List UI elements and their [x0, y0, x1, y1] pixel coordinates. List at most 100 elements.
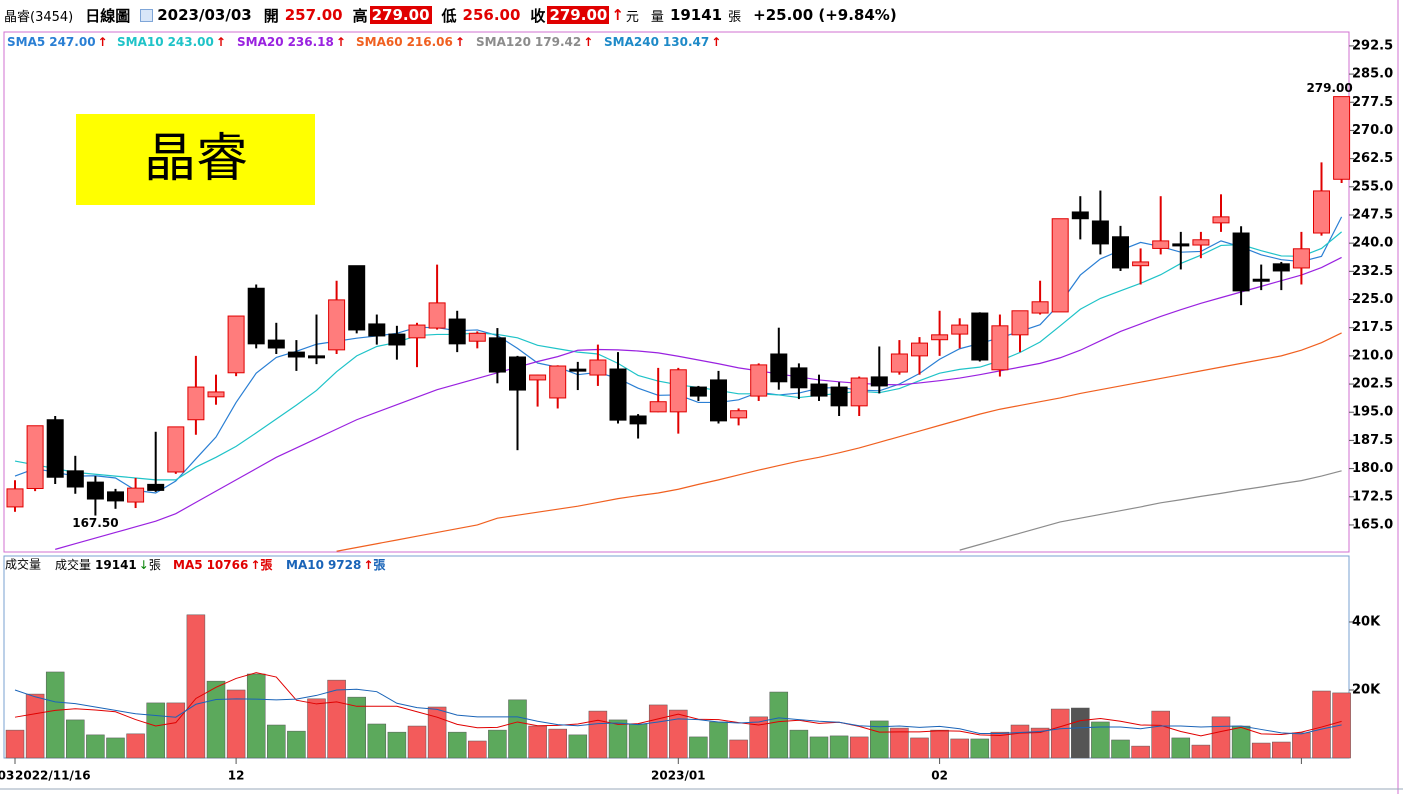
candle-body	[328, 299, 346, 351]
legend-name: SMA10	[117, 35, 164, 49]
annotation: 279.00	[1306, 81, 1352, 95]
candle-body	[1132, 261, 1150, 267]
candle-body	[931, 334, 949, 341]
candle-body	[609, 368, 627, 421]
y-tick-label: 40K	[1352, 614, 1381, 629]
candle-body	[750, 364, 768, 397]
view-icon[interactable]	[140, 8, 154, 22]
candle-body	[147, 483, 165, 491]
legend-entry: SMA120 179.42 ↑	[476, 35, 593, 49]
volume-unit: 張	[728, 9, 742, 25]
volume-bar	[1272, 741, 1291, 759]
x-tick-label: 03	[0, 769, 14, 783]
legend-entry: SMA20 236.18 ↑	[237, 35, 346, 49]
y-tick-label: 277.5	[1352, 95, 1393, 110]
legend-name: SMA120	[476, 35, 531, 49]
candle-body	[1212, 216, 1230, 224]
volume-bar	[910, 737, 929, 759]
volume-bar	[186, 614, 206, 759]
volume-bar	[749, 716, 768, 759]
volume-bar	[5, 729, 25, 759]
candle-body	[488, 337, 506, 373]
y-tick-label: 187.5	[1352, 433, 1393, 448]
candle-body	[689, 386, 707, 397]
volume-bar	[1231, 725, 1251, 759]
stock-label-box	[76, 114, 315, 205]
legend-arrow: ↑	[336, 35, 346, 49]
volume-bar	[1091, 721, 1110, 759]
candle-body	[951, 324, 969, 335]
y-tick-label: 225.0	[1352, 292, 1393, 307]
volume-bar	[126, 733, 145, 759]
y-tick-label: 195.0	[1352, 405, 1393, 420]
volume-bar	[246, 673, 266, 759]
candle-body	[569, 368, 587, 372]
volume-value: 19141	[669, 6, 723, 24]
legend-arrow: ↑	[250, 558, 260, 572]
candle-body	[549, 365, 567, 399]
y-tick-label: 285.0	[1352, 67, 1393, 82]
legend-name: MA5	[173, 558, 203, 572]
volume-bar	[367, 723, 387, 759]
candle-body	[6, 488, 24, 508]
volume-bar	[287, 730, 306, 759]
legend-name: MA10	[286, 558, 324, 572]
quote-header: 晶睿(3454) 日線圖 2023/03/03 開 257.00 高 279.0…	[0, 0, 1403, 30]
candle-body	[509, 356, 526, 391]
candle-body	[1172, 243, 1190, 247]
y-tick-label: 270.0	[1352, 123, 1393, 138]
legend-entry: SMA240 130.47 ↑	[604, 35, 721, 49]
volume-bar	[689, 736, 708, 759]
ma-line	[14, 216, 1343, 494]
y-tick-label: 20K	[1352, 682, 1381, 697]
y-tick-label: 180.0	[1352, 461, 1393, 476]
legend-arrow: ↓	[139, 558, 149, 572]
candle-body	[468, 332, 486, 342]
candle-body	[1192, 239, 1210, 246]
candle-body	[1313, 190, 1330, 234]
ma-line	[55, 256, 1342, 550]
candle-body	[86, 481, 104, 500]
volume-bar	[407, 725, 427, 759]
date: 2023/03/03	[157, 6, 252, 24]
y-tick-label: 202.5	[1352, 377, 1393, 392]
candle-body	[1333, 96, 1351, 180]
y-tick-label: 165.0	[1352, 517, 1393, 532]
low-value: 256.00	[462, 6, 521, 24]
candle-body	[267, 339, 285, 349]
candle-body	[529, 374, 547, 381]
candle-body	[348, 265, 366, 331]
volume-bar	[387, 731, 407, 759]
candle-body	[850, 377, 868, 407]
candle-body	[46, 419, 64, 478]
y-tick-label: 255.0	[1352, 179, 1393, 194]
high-label: 高	[352, 6, 368, 25]
candle-body	[810, 383, 828, 397]
candle-body	[1292, 248, 1310, 269]
candle-body	[1112, 236, 1129, 269]
volume-bar	[528, 725, 547, 759]
legend-arrow: ↑	[98, 35, 108, 49]
volume-bar	[648, 704, 668, 759]
volume-bar	[206, 680, 226, 759]
volume-label: 量	[650, 9, 664, 25]
candle-body	[649, 401, 667, 413]
volume-bar	[990, 731, 1010, 759]
stock-name: 晶睿(3454)	[4, 9, 74, 25]
y-tick-label: 262.5	[1352, 151, 1393, 166]
candle-body	[890, 353, 908, 373]
candle-body	[770, 353, 788, 383]
view-name[interactable]: 日線圖	[85, 6, 131, 25]
volume-bar	[1171, 737, 1191, 759]
y-tick-label: 210.0	[1352, 348, 1393, 363]
ma-line	[14, 672, 1342, 737]
volume-bar	[327, 679, 346, 759]
volume-bar	[890, 727, 909, 759]
candle-body	[287, 351, 305, 358]
volume-bar	[1312, 690, 1331, 759]
legend-name: SMA240	[604, 35, 659, 49]
low-label: 低	[441, 6, 457, 25]
y-tick-label: 247.5	[1352, 207, 1393, 222]
candle-body	[911, 342, 928, 357]
